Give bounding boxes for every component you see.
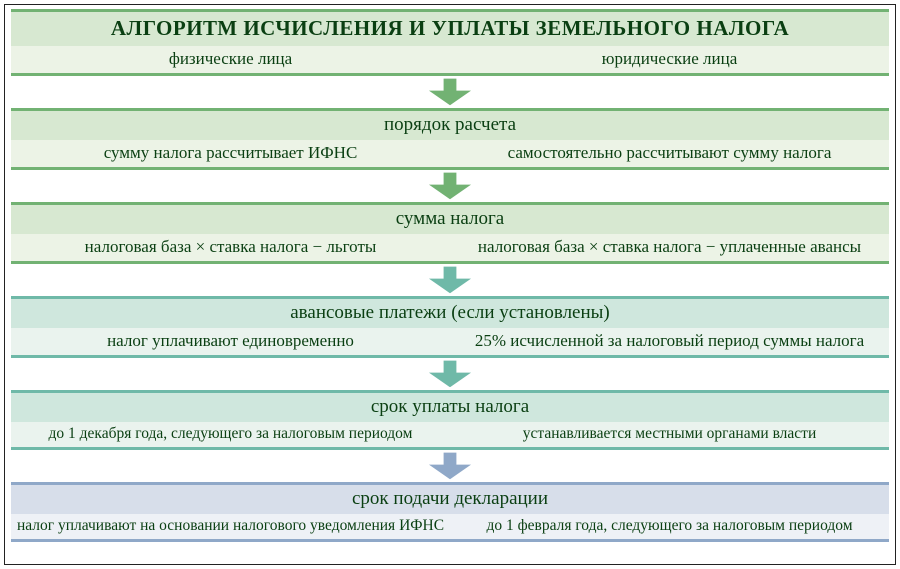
header-block: АЛГОРИТМ ИСЧИСЛЕНИЯ И УПЛАТЫ ЗЕМЕЛЬНОГО … <box>11 9 889 76</box>
arrow-3 <box>11 266 889 294</box>
section-5: срок подачи декларацииналог уплачивают н… <box>11 482 889 542</box>
section-3-title: авансовые платежи (если установлены) <box>11 296 889 328</box>
section-5-left: налог уплачивают на основании налогового… <box>11 514 450 539</box>
section-2-left: налоговая база × ставка налога − льготы <box>11 234 450 261</box>
header-right-label: юридические лица <box>450 46 889 73</box>
arrow-4 <box>11 360 889 388</box>
section-1-title: порядок расчета <box>11 108 889 140</box>
section-5-title: срок подачи декларации <box>11 482 889 514</box>
arrow-2 <box>11 172 889 200</box>
section-1-left: сумму налога рассчитывает ИФНС <box>11 140 450 167</box>
section-4-left: до 1 декабря года, следующего за налогов… <box>11 422 450 447</box>
section-1-row: сумму налога рассчитывает ИФНСсамостояте… <box>11 140 889 170</box>
section-3-row: налог уплачивают единовременно25% исчисл… <box>11 328 889 358</box>
section-4: срок уплаты налогадо 1 декабря года, сле… <box>11 390 889 450</box>
section-2-right: налоговая база × ставка налога − уплачен… <box>450 234 889 261</box>
section-3-left: налог уплачивают единовременно <box>11 328 450 355</box>
main-title: АЛГОРИТМ ИСЧИСЛЕНИЯ И УПЛАТЫ ЗЕМЕЛЬНОГО … <box>11 9 889 46</box>
section-3-right: 25% исчисленной за налоговый период сумм… <box>450 328 889 355</box>
diagram-frame: АЛГОРИТМ ИСЧИСЛЕНИЯ И УПЛАТЫ ЗЕМЕЛЬНОГО … <box>4 4 896 565</box>
section-1-right: самостоятельно рассчитывают сумму налога <box>450 140 889 167</box>
section-4-title: срок уплаты налога <box>11 390 889 422</box>
section-4-row: до 1 декабря года, следующего за налогов… <box>11 422 889 450</box>
section-1: порядок расчетасумму налога рассчитывает… <box>11 108 889 170</box>
sections-container: порядок расчетасумму налога рассчитывает… <box>11 76 889 542</box>
section-2-row: налоговая база × ставка налога − льготын… <box>11 234 889 264</box>
section-5-right: до 1 февраля года, следующего за налогов… <box>450 514 889 539</box>
section-5-row: налог уплачивают на основании налогового… <box>11 514 889 542</box>
arrow-1 <box>11 78 889 106</box>
arrow-5 <box>11 452 889 480</box>
section-4-right: устанавливается местными органами власти <box>450 422 889 447</box>
header-columns: физические лица юридические лица <box>11 46 889 76</box>
section-2-title: сумма налога <box>11 202 889 234</box>
section-2: сумма налоганалоговая база × ставка нало… <box>11 202 889 264</box>
header-left-label: физические лица <box>11 46 450 73</box>
section-3: авансовые платежи (если установлены)нало… <box>11 296 889 358</box>
